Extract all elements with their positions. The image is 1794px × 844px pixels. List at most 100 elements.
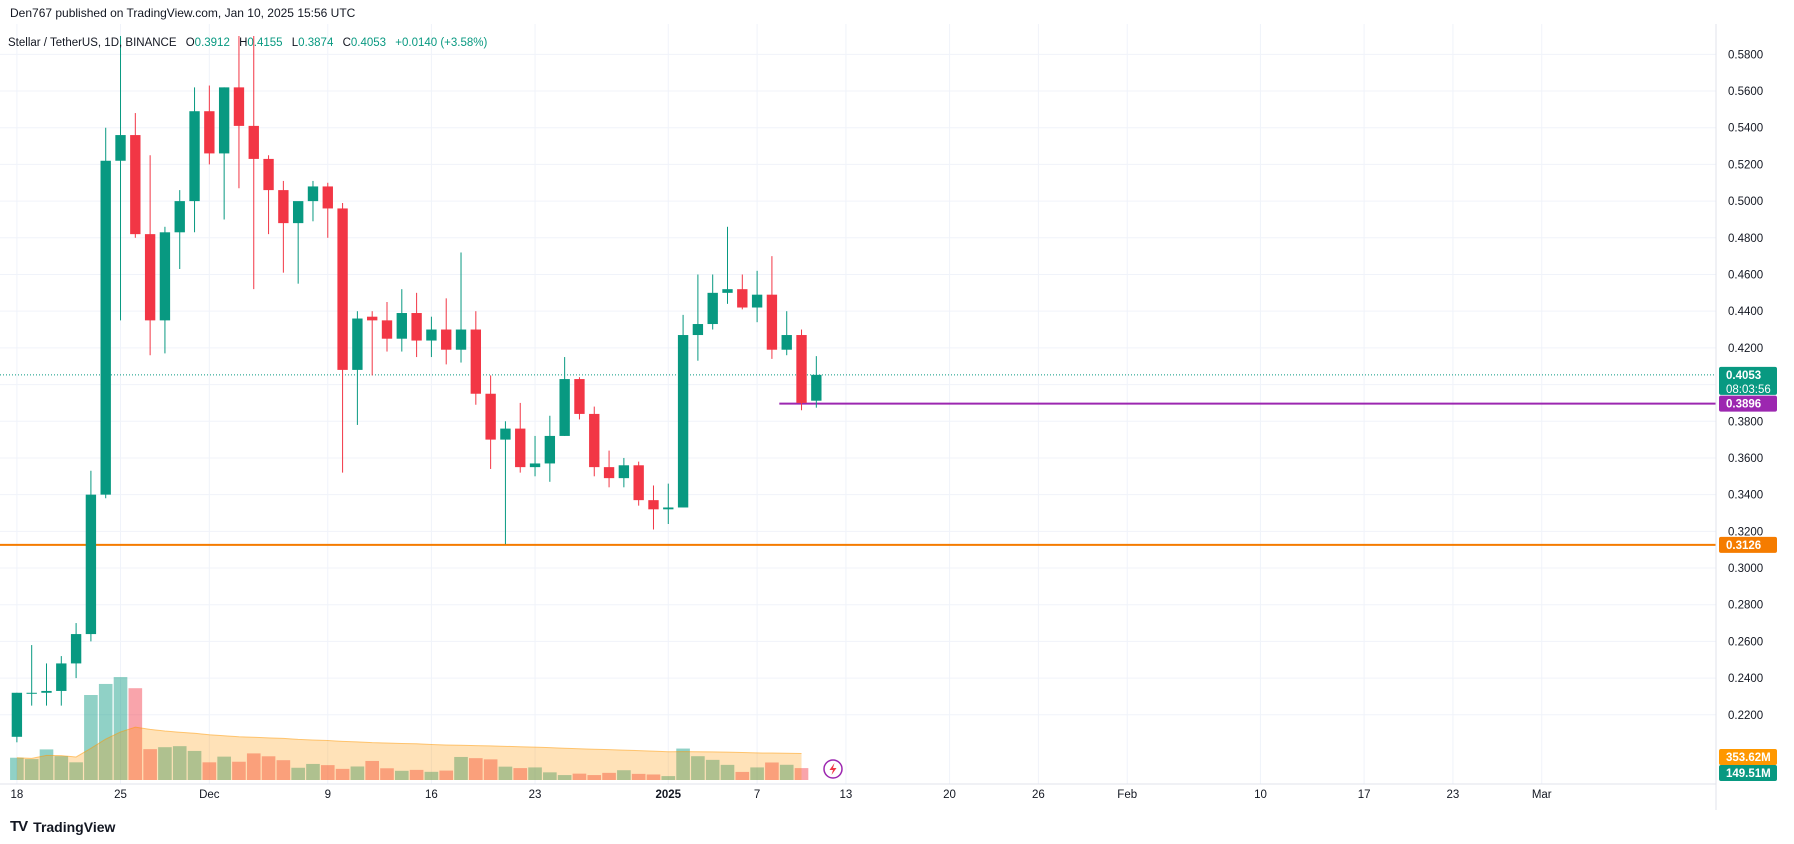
price-chart[interactable]: 0.5800 0.5600 0.5400 0.5200 0.5000 0.4800 0.46… bbox=[0, 24, 1794, 810]
price-tick-label: 0.5600 bbox=[1728, 86, 1763, 98]
last-price-badge-text: 0.4053 bbox=[1726, 370, 1761, 382]
candle-body bbox=[781, 335, 792, 350]
candle-body bbox=[574, 379, 585, 414]
volume-bar bbox=[794, 768, 809, 780]
price-tick-label: 0.3400 bbox=[1728, 490, 1763, 502]
candle bbox=[544, 415, 556, 482]
price-tick-label: 0.4800 bbox=[1728, 233, 1763, 245]
candle bbox=[367, 311, 378, 376]
volume-bar bbox=[394, 770, 409, 780]
volume-bar bbox=[617, 770, 631, 780]
candle bbox=[130, 113, 141, 238]
candle-body bbox=[515, 428, 526, 468]
volume-bar bbox=[513, 768, 528, 780]
candle bbox=[218, 87, 230, 220]
candle-body bbox=[500, 428, 511, 440]
time-tick-label: Dec bbox=[199, 789, 220, 801]
grid bbox=[0, 24, 1716, 784]
candle bbox=[648, 485, 659, 530]
candle-body bbox=[796, 335, 807, 403]
volume-bar bbox=[572, 773, 587, 780]
volume-bar bbox=[469, 758, 483, 780]
candle-body bbox=[70, 634, 82, 664]
time-tick-label: 26 bbox=[1032, 789, 1045, 801]
time-tick-label: 18 bbox=[10, 789, 23, 801]
volume-badge-text: 149.51M bbox=[1726, 768, 1771, 780]
legend-o-label: O bbox=[186, 37, 195, 49]
candle bbox=[441, 298, 452, 365]
price-tick-label: 0.2800 bbox=[1728, 600, 1763, 612]
candle bbox=[174, 190, 185, 269]
price-tick-label: 0.4600 bbox=[1728, 269, 1763, 281]
candle bbox=[159, 226, 171, 354]
volume-bar bbox=[291, 767, 305, 780]
volume-bar bbox=[246, 753, 261, 780]
candle bbox=[589, 406, 600, 477]
volume-bar bbox=[587, 775, 602, 780]
candle bbox=[663, 483, 674, 524]
candle-body bbox=[159, 232, 171, 321]
candle-body bbox=[529, 463, 541, 468]
volume-bar bbox=[261, 756, 276, 780]
volume-bar bbox=[498, 766, 513, 780]
candle bbox=[811, 356, 822, 408]
lightning-icon[interactable] bbox=[823, 759, 843, 779]
volume-pane bbox=[10, 677, 809, 780]
price-tick-label: 0.3200 bbox=[1728, 526, 1763, 538]
volume-bar bbox=[320, 765, 335, 780]
volume-bar bbox=[720, 764, 735, 780]
candle bbox=[677, 314, 689, 508]
candle-body bbox=[174, 201, 185, 233]
candle-body bbox=[204, 111, 215, 154]
volume-ma-badge: 353.62M bbox=[1719, 749, 1777, 765]
candle-body bbox=[663, 507, 674, 510]
chart-background bbox=[0, 24, 1794, 810]
volume-bar bbox=[424, 771, 439, 780]
last-price-badge: 0.4053 08:03:56 bbox=[1719, 366, 1777, 396]
footer[interactable]: TV TradingView bbox=[10, 818, 115, 835]
volume-bar bbox=[365, 760, 380, 780]
volume-bar bbox=[24, 759, 39, 780]
candle bbox=[11, 692, 23, 743]
time-axis[interactable]: 18 25 Dec 9 16 23 2025 7 13 20 26 Feb 10 17 23 Mar bbox=[10, 789, 1551, 801]
candle bbox=[396, 289, 407, 352]
support-orange-badge-text: 0.3126 bbox=[1726, 540, 1761, 552]
candle-body bbox=[278, 190, 289, 224]
price-tick-label: 0.5000 bbox=[1728, 196, 1763, 208]
time-tick-label: 23 bbox=[529, 789, 542, 801]
last-price-badge-text: 08:03:56 bbox=[1726, 384, 1771, 396]
volume-bar bbox=[113, 677, 128, 780]
candle-body bbox=[485, 393, 496, 440]
volume-bar bbox=[306, 763, 320, 780]
candle-body bbox=[56, 663, 67, 691]
price-tick-label: 0.3600 bbox=[1728, 453, 1763, 465]
price-tick-label: 0.5200 bbox=[1728, 159, 1763, 171]
candle-body bbox=[189, 111, 200, 202]
chart-frame[interactable]: 0.5800 0.5600 0.5400 0.5200 0.5000 0.4800 0.46… bbox=[0, 24, 1794, 810]
horizontal-levels[interactable] bbox=[0, 374, 1716, 546]
candle bbox=[26, 645, 37, 706]
candle bbox=[574, 377, 585, 420]
volume-ma-badge-text: 353.62M bbox=[1726, 752, 1771, 764]
candle bbox=[352, 311, 363, 425]
candle bbox=[796, 329, 807, 411]
price-tick-label: 0.3800 bbox=[1728, 416, 1763, 428]
candle bbox=[766, 256, 778, 359]
time-tick-label: 20 bbox=[943, 789, 956, 801]
candle bbox=[337, 202, 348, 473]
price-tick-label: 0.4400 bbox=[1728, 306, 1763, 318]
volume-bar bbox=[705, 759, 720, 780]
candle-body bbox=[677, 335, 689, 508]
volume-ma-badge-bg bbox=[1719, 749, 1777, 765]
candle-body bbox=[130, 135, 141, 235]
chart-legend: Stellar / TetherUS, 1D, BINANCE O0.3912 … bbox=[8, 37, 488, 49]
support-purple-badge-text: 0.3896 bbox=[1726, 399, 1761, 411]
candle-body bbox=[307, 186, 319, 202]
volume-bar bbox=[128, 688, 143, 780]
volume-bar bbox=[646, 774, 661, 780]
volume-bar bbox=[202, 762, 217, 780]
candle-body bbox=[337, 208, 348, 370]
volume-bar bbox=[483, 759, 498, 780]
volume-bar bbox=[39, 749, 54, 780]
candle-body bbox=[396, 313, 407, 339]
